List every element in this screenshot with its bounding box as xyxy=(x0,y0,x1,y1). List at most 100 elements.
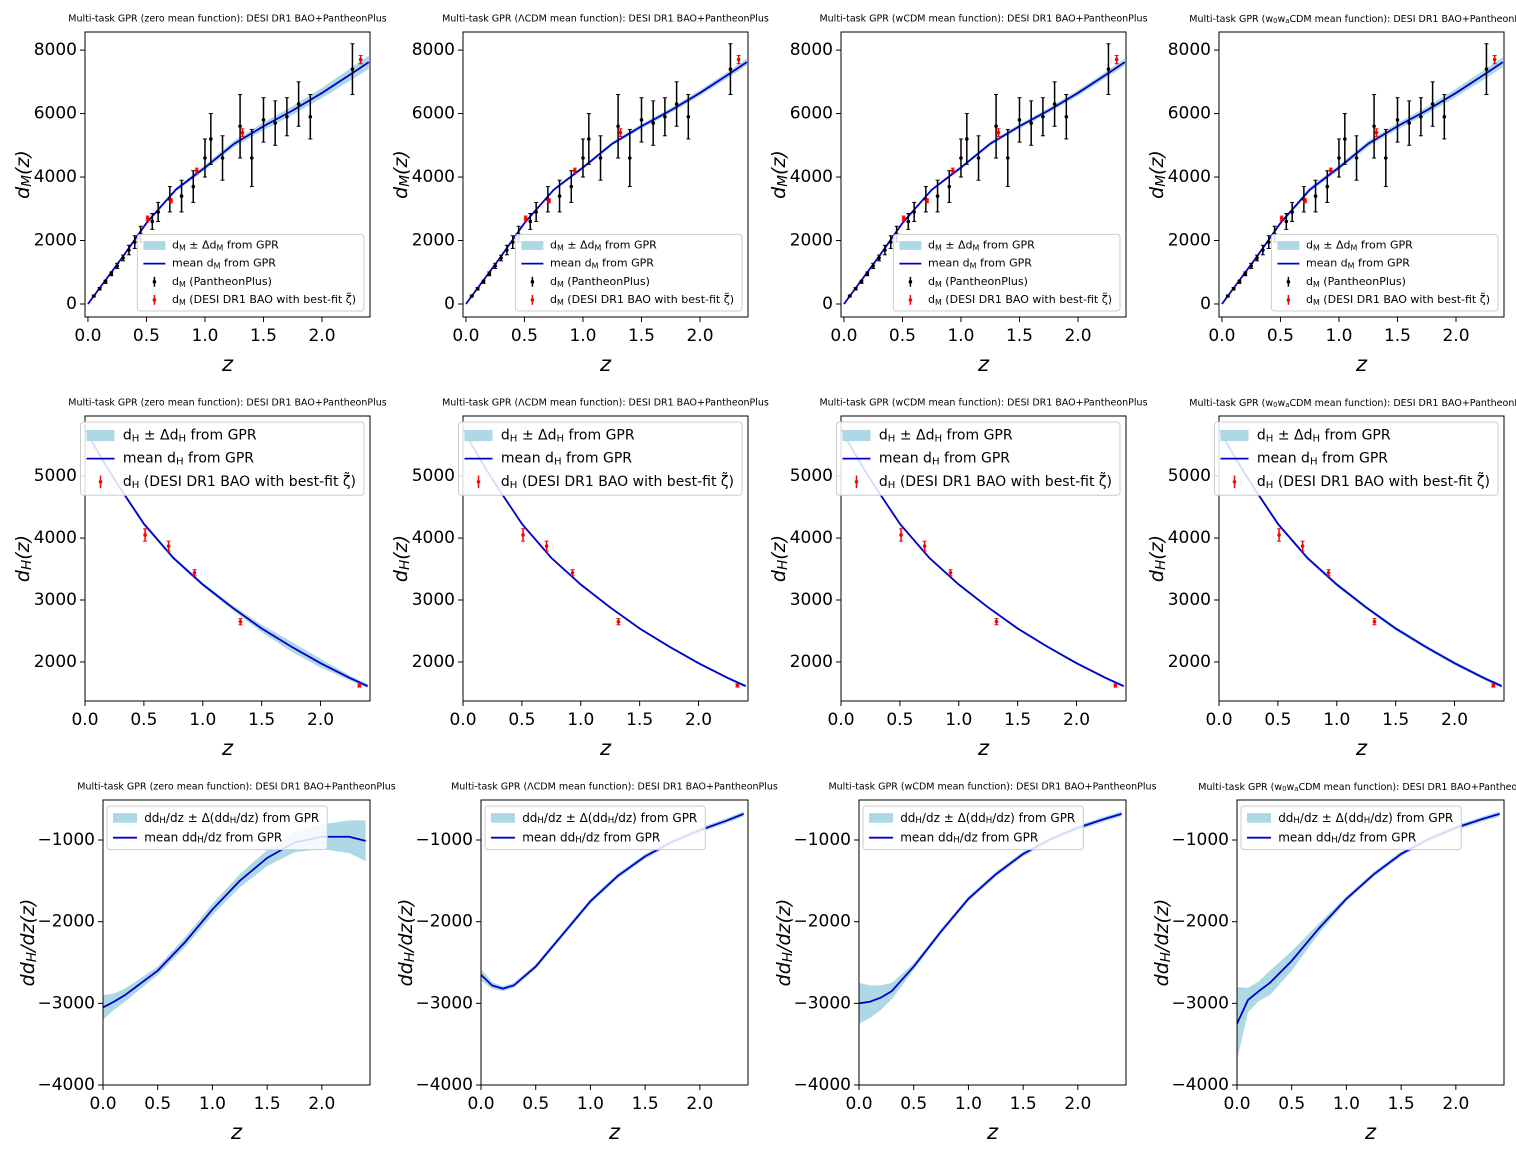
error-point xyxy=(97,286,102,291)
error-point xyxy=(547,198,552,204)
error-point xyxy=(572,167,577,174)
x-tick-label: 2.0 xyxy=(686,1094,713,1114)
error-point xyxy=(1279,215,1284,222)
subplot: Multi-task GPR (zero mean function): DES… xyxy=(12,14,387,377)
data-point xyxy=(145,216,150,221)
y-tick-label: 4000 xyxy=(34,528,77,548)
legend-box xyxy=(514,233,743,312)
legend-label: mean dM from GPR xyxy=(928,257,1032,271)
legend-swatch xyxy=(1232,479,1237,484)
y-tick-label: 0 xyxy=(444,294,455,314)
data-point xyxy=(1372,124,1376,129)
x-tick-label: 0.0 xyxy=(467,1094,494,1114)
y-tick-label: 4000 xyxy=(790,528,833,548)
x-tick-label: 1.5 xyxy=(632,1094,659,1114)
legend-item: mean ddH/dz from GPR xyxy=(113,830,282,845)
error-point xyxy=(156,201,161,222)
subplot: Multi-task GPR (w0waCDM mean function): … xyxy=(1151,782,1516,1145)
legend-item: dM (PantheonPlus) xyxy=(908,275,1028,288)
error-point xyxy=(179,179,184,213)
y-axis-label: ddH/dz(z) xyxy=(773,899,796,987)
error-point xyxy=(143,528,148,542)
error-point xyxy=(296,81,301,127)
error-point xyxy=(948,569,953,577)
subplot: Multi-task GPR (wCDM mean function): DES… xyxy=(768,14,1148,377)
data-point xyxy=(572,168,577,173)
data-point xyxy=(1337,156,1341,160)
data-point xyxy=(103,279,108,284)
error-point xyxy=(240,128,245,137)
legend-swatch xyxy=(152,279,157,284)
subplot: Multi-task GPR (ΛCDM mean function): DES… xyxy=(390,14,769,377)
legend-box xyxy=(106,805,328,851)
axes-frame xyxy=(1218,31,1505,318)
x-tick-label: 0.0 xyxy=(1208,326,1235,346)
x-axis-label: z xyxy=(221,352,234,376)
y-axis-label: dH(z) xyxy=(1146,535,1169,582)
y-tick-label: −2000 xyxy=(1171,912,1229,932)
data-point xyxy=(285,114,289,119)
data-point xyxy=(261,118,266,122)
data-point xyxy=(1313,194,1318,198)
subplot-title: Multi-task GPR (ΛCDM mean function): DES… xyxy=(451,782,778,793)
data-point xyxy=(925,199,929,203)
data-point xyxy=(493,264,497,268)
error-point xyxy=(1325,170,1330,203)
x-tick-label: 1.5 xyxy=(1382,710,1409,730)
x-axis-label: z xyxy=(599,352,612,376)
legend-item: mean dH from GPR xyxy=(86,451,254,468)
data-point xyxy=(686,114,691,119)
x-tick-label: 1.5 xyxy=(628,326,655,346)
error-point xyxy=(964,113,969,165)
data-point xyxy=(350,67,355,71)
error-point xyxy=(1017,97,1022,143)
legend-label: mean ddH/dz from GPR xyxy=(522,830,660,845)
data-point xyxy=(976,156,981,160)
data-point xyxy=(1113,683,1118,688)
error-point xyxy=(238,94,243,159)
data-point xyxy=(950,168,955,173)
data-point xyxy=(308,114,313,119)
data-point xyxy=(156,210,160,214)
y-tick-label: 8000 xyxy=(34,40,77,60)
data-point xyxy=(1328,168,1333,173)
legend: dM ± ΔdM from GPR mean dM from GPR dM (Pan… xyxy=(514,233,743,312)
legend-label: dM (PantheonPlus) xyxy=(1306,275,1406,289)
y-axis-label: dM(z) xyxy=(12,150,35,199)
subplot-title: Multi-task GPR (wCDM mean function): DES… xyxy=(819,398,1147,409)
error-point xyxy=(1354,135,1359,181)
error-point xyxy=(109,271,114,277)
data-point xyxy=(1261,248,1265,252)
subplot-title: Multi-task GPR (wCDM mean function): DES… xyxy=(819,14,1147,25)
x-tick-label: 2.0 xyxy=(1442,326,1469,346)
y-tick-label: 2000 xyxy=(34,652,77,672)
data-point xyxy=(922,544,927,548)
error-point xyxy=(1243,271,1248,277)
y-tick-label: 3000 xyxy=(1168,590,1211,610)
legend-label: mean dH from GPR xyxy=(123,451,254,468)
legend-label: dH ± ΔdH from GPR xyxy=(123,428,257,445)
x-tick-label: 2.0 xyxy=(686,326,713,346)
y-tick-label: −4000 xyxy=(415,1075,473,1095)
data-point xyxy=(1114,57,1119,62)
error-point xyxy=(639,97,644,143)
data-point xyxy=(1395,118,1400,122)
legend-label: mean dM from GPR xyxy=(172,257,276,271)
legend-label: dH ± ΔdH from GPR xyxy=(501,428,635,445)
data-point xyxy=(877,256,881,260)
legend-item: dM (PantheonPlus) xyxy=(152,275,272,288)
error-point xyxy=(1290,201,1295,222)
y-axis-label: ddH/dz(z) xyxy=(1151,899,1174,987)
y-tick-label: 4000 xyxy=(1168,167,1211,187)
error-point xyxy=(1260,244,1265,256)
legend-swatch xyxy=(908,279,913,284)
error-point xyxy=(580,138,585,178)
legend-swatch xyxy=(854,479,859,484)
x-tick-label: 0.0 xyxy=(1223,1094,1250,1114)
x-tick-label: 0.5 xyxy=(511,326,538,346)
x-tick-label: 2.0 xyxy=(308,326,335,346)
error-point xyxy=(169,198,174,204)
data-point xyxy=(544,544,549,548)
error-point xyxy=(487,271,492,277)
error-point xyxy=(925,198,930,204)
